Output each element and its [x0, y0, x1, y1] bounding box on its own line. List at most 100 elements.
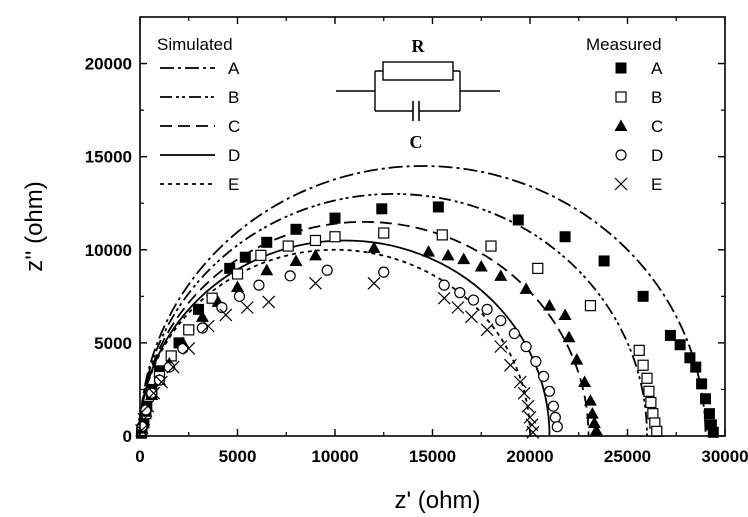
- data-point: [598, 255, 610, 267]
- data-point: [705, 419, 717, 431]
- data-point: [532, 262, 544, 274]
- measured-series-e: [135, 276, 540, 439]
- data-point: [329, 231, 341, 243]
- circuit-resistor: [382, 61, 454, 81]
- data-point: [633, 344, 645, 356]
- data-point: [589, 423, 603, 436]
- data-point: [231, 268, 244, 280]
- data-point: [480, 323, 494, 337]
- simulated-curve-d: [139, 239, 551, 437]
- data-point: [255, 249, 267, 261]
- legend-marker-b: [615, 91, 627, 103]
- data-point: [147, 386, 161, 400]
- simulated-curve-e: [139, 248, 531, 437]
- data-point: [282, 240, 294, 252]
- data-point: [284, 270, 296, 282]
- data-point: [570, 353, 584, 365]
- legend-label-measured-d: D: [651, 146, 663, 165]
- x-tick-label: 20000: [506, 447, 553, 466]
- data-point: [454, 287, 466, 299]
- data-point: [216, 301, 228, 314]
- data-point: [451, 301, 465, 314]
- legend-label-measured-c: C: [651, 117, 663, 136]
- data-point: [367, 276, 381, 290]
- data-point: [196, 322, 208, 334]
- legend-label-d: D: [228, 146, 240, 165]
- data-point: [432, 201, 444, 213]
- data-point: [376, 203, 388, 215]
- circuit-capacitor-label: C: [410, 132, 423, 152]
- data-point: [523, 410, 537, 424]
- data-point: [562, 330, 576, 343]
- data-point: [260, 263, 274, 276]
- data-point: [262, 295, 276, 309]
- data-point: [261, 236, 273, 248]
- data-point: [703, 408, 715, 420]
- data-point: [647, 408, 659, 420]
- data-point: [504, 358, 517, 372]
- legend-label-c: C: [228, 117, 240, 136]
- data-point: [637, 359, 649, 371]
- data-point: [183, 324, 195, 336]
- data-point: [378, 266, 390, 278]
- data-point: [643, 385, 655, 397]
- data-point: [674, 339, 686, 351]
- legend-label-measured-a: A: [651, 59, 663, 78]
- measured-series-d: [136, 264, 563, 433]
- data-point: [637, 290, 649, 302]
- data-point: [135, 423, 148, 437]
- data-point: [538, 370, 550, 383]
- data-point: [645, 396, 657, 409]
- data-point: [664, 329, 676, 341]
- data-point: [141, 399, 155, 413]
- circuit-resistor-wire: [336, 70, 500, 112]
- data-point: [182, 342, 196, 355]
- data-point: [231, 280, 244, 293]
- data-point: [309, 276, 322, 290]
- data-point: [367, 241, 381, 253]
- data-point: [700, 393, 711, 405]
- y-tick-label: 0: [123, 427, 132, 446]
- data-point: [321, 264, 333, 276]
- y-tick-label: 20000: [85, 55, 132, 74]
- data-point: [481, 303, 493, 315]
- data-point: [543, 385, 556, 397]
- data-point: [437, 291, 451, 305]
- simulated-curve-a: [139, 165, 707, 437]
- data-point: [233, 290, 246, 302]
- data-point: [224, 262, 236, 274]
- legend-simulated-title: Simulated: [157, 35, 233, 54]
- data-point: [641, 372, 653, 384]
- data-point: [166, 360, 180, 374]
- data-point: [441, 248, 455, 261]
- data-point: [219, 308, 233, 322]
- data-point: [707, 426, 719, 438]
- measured-series-b: [136, 227, 663, 437]
- data-point: [289, 254, 303, 266]
- x-tick-label: 5000: [219, 447, 257, 466]
- data-point: [651, 425, 663, 437]
- circuit-inset: R C: [336, 36, 500, 152]
- data-point: [193, 303, 204, 315]
- data-point: [195, 310, 209, 322]
- data-point: [521, 399, 535, 413]
- data-point: [201, 319, 215, 333]
- data-point: [585, 407, 599, 419]
- data-point: [559, 231, 571, 243]
- legend-marker-c: [614, 119, 628, 131]
- data-point: [549, 411, 561, 423]
- x-tick-label: 10000: [311, 447, 358, 466]
- data-point: [309, 234, 322, 247]
- axes: 0 5000 10000 15000 20000 25000 30000 0 5000 10000…: [21, 16, 748, 514]
- measured-series-a: [136, 201, 719, 439]
- data-point: [485, 240, 497, 252]
- x-axis-title: z' (ohm): [395, 487, 481, 514]
- data-point: [163, 361, 175, 373]
- data-point: [457, 252, 471, 265]
- data-point: [583, 394, 597, 406]
- data-point: [508, 327, 521, 340]
- circuit-resistor-label: R: [412, 36, 426, 56]
- data-point: [517, 386, 531, 400]
- simulated-curve-c: [139, 221, 590, 437]
- data-point: [512, 214, 524, 226]
